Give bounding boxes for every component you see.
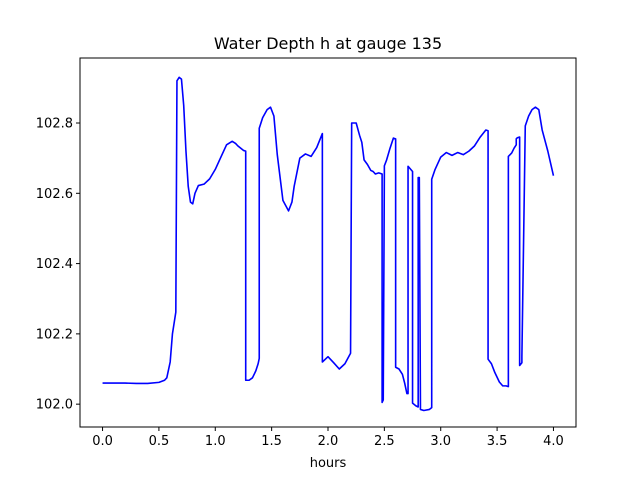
x-tick-label: 3.5 [487, 434, 508, 449]
x-tick-label: 3.0 [430, 434, 451, 449]
series-line-1 [102, 76, 555, 412]
plot-area [102, 76, 555, 412]
x-tick-label: 0.0 [92, 434, 113, 449]
y-tick-label: 102.0 [36, 398, 73, 413]
x-tick-label: 1.0 [205, 434, 226, 449]
x-axis-label: hours [310, 456, 347, 471]
x-tick-label: 2.0 [318, 434, 339, 449]
y-tick-label: 102.6 [36, 187, 73, 202]
y-tick-label: 102.2 [36, 327, 73, 342]
y-axis: 102.0 102.2 102.4 102.6 102.8 [36, 117, 80, 413]
x-tick-label: 1.5 [261, 434, 282, 449]
x-axis: 0.0 0.5 1.0 1.5 2.0 2.5 3.0 3.5 4.0 [92, 427, 564, 449]
x-tick-label: 4.0 [543, 434, 564, 449]
y-tick-label: 102.4 [36, 257, 73, 272]
y-tick-label: 102.8 [36, 117, 73, 132]
chart-title: Water Depth h at gauge 135 [214, 34, 442, 53]
x-tick-label: 2.5 [374, 434, 395, 449]
x-tick-label: 0.5 [149, 434, 170, 449]
